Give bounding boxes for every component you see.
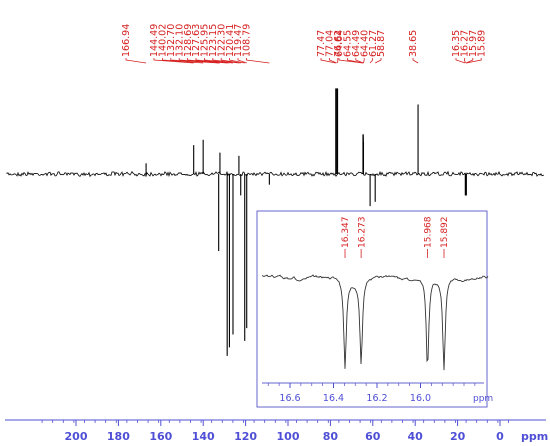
peak-leader-77-47 [320, 58, 336, 64]
inset-frame [256, 210, 488, 408]
x-tick-label-0: 0 [496, 430, 504, 443]
peak-leader-16-27 [464, 58, 466, 64]
peak-leader-120-41 [229, 58, 245, 64]
peak-label-64-64: 64.64 [334, 30, 345, 57]
peak-label-58-87: 58.87 [376, 30, 387, 57]
peak-label-15-89: 15.89 [476, 30, 487, 57]
peak-leader-122-30 [220, 58, 241, 64]
x-tick-label-120: 120 [234, 430, 257, 443]
peak-leader-61-27 [369, 58, 373, 64]
peak-leader-132-10 [178, 58, 220, 64]
peak-leader-64-49 [355, 58, 364, 64]
inset-tick-label-16-6: 16.6 [279, 393, 300, 404]
peak-label-144-49: 144.49 [149, 24, 160, 57]
x-tick-label-20: 20 [450, 430, 466, 443]
x-axis-ticks: 200 180 160 140 120 100 80 60 40 20 0 [41, 420, 509, 443]
x-tick-label-80: 80 [323, 430, 339, 443]
inset-peak-label-15-968: 15.968 [424, 216, 434, 248]
peak-leader-140-02 [162, 58, 204, 64]
spectrum-trace [6, 170, 545, 178]
inset-peak-label-16-273: 16.273 [357, 217, 367, 249]
peak-leader-166-94 [125, 58, 147, 64]
peak-leader-77-04 [329, 58, 337, 64]
x-tick-label-40: 40 [408, 430, 424, 443]
peak-label-layer: 166.94 144.49140.02132.70132.10128.69127.… [121, 24, 487, 64]
peak-leader-125-95 [204, 58, 234, 64]
peak-leader-15-97 [465, 58, 474, 64]
peak-leader-123-15 [212, 58, 239, 64]
inset-tick-label-16-4: 16.4 [323, 393, 344, 404]
peak-label-120-41: 120.41 [225, 24, 236, 57]
peak-label-61-27: 61.27 [368, 30, 379, 57]
inset-tick-label-16-2: 16.2 [366, 393, 387, 404]
peak-label-132-70: 132.70 [166, 24, 177, 57]
peak-label-122-30: 122.30 [216, 24, 227, 57]
x-tick-label-180: 180 [107, 430, 130, 443]
peak-label-128-69: 128.69 [183, 24, 194, 57]
peak-leader-108-79 [246, 58, 270, 64]
x-axis-unit: ppm [521, 430, 548, 443]
peak-leader-127-63 [195, 58, 230, 64]
peak-label-76-62: 76.62 [333, 30, 344, 57]
peak-label-108-79: 108.79 [242, 24, 253, 57]
peak-label-64-55: 64.55 [343, 30, 354, 57]
inset-axis-ticks: 16.6 16.4 16.2 16.0 [267, 383, 476, 404]
inset-spectrum-trace [261, 274, 489, 371]
inset-peak-label-15-892: 15.892 [440, 217, 450, 249]
x-tick-label-100: 100 [277, 430, 300, 443]
peak-label-15-97: 15.97 [468, 30, 479, 57]
inset-tick-label-16: 16.0 [410, 393, 431, 404]
x-tick-label-60: 60 [365, 430, 381, 443]
inset-axis-unit: ppm [473, 394, 493, 404]
x-tick-label-200: 200 [65, 430, 88, 443]
peak-leader-119-47 [237, 58, 247, 64]
peak-label-132-10: 132.10 [174, 24, 185, 57]
peak-label-127-63: 127.63 [191, 24, 202, 57]
peak-lines [145, 88, 467, 356]
peak-leader-15-89 [466, 58, 482, 64]
peak-leader-64-64 [338, 58, 364, 64]
peak-label-119-47: 119.47 [233, 24, 244, 57]
x-tick-label-140: 140 [192, 430, 215, 443]
peak-leader-64-55 [347, 58, 364, 64]
inset-peak-label-16-347: 16.347 [341, 217, 351, 249]
peak-leader-144-49 [153, 58, 194, 64]
peak-label-140-02: 140.02 [158, 24, 169, 57]
peak-label-16-27: 16.27 [460, 30, 471, 57]
peak-leader-58-87 [375, 58, 382, 64]
peak-label-16-35: 16.35 [451, 30, 462, 57]
peak-label-64-40: 64.40 [359, 30, 370, 57]
peak-label-64-49: 64.49 [351, 30, 362, 57]
peak-label-125-95: 125.95 [200, 24, 211, 57]
peak-label-38-65: 38.65 [408, 30, 419, 57]
peak-leader-16-35 [455, 58, 466, 64]
peak-leader-38-65 [412, 58, 419, 64]
inset-peak-label-layer: 16.347 16.273 15.968 15.892 [341, 216, 450, 258]
peak-label-77-04: 77.04 [325, 30, 336, 57]
peak-label-123-15: 123.15 [208, 24, 219, 57]
peak-label-166-94: 166.94 [121, 24, 132, 57]
peak-label-77-47: 77.47 [316, 30, 327, 57]
peak-leader-64-40 [363, 58, 365, 64]
x-tick-label-160: 160 [149, 430, 172, 443]
